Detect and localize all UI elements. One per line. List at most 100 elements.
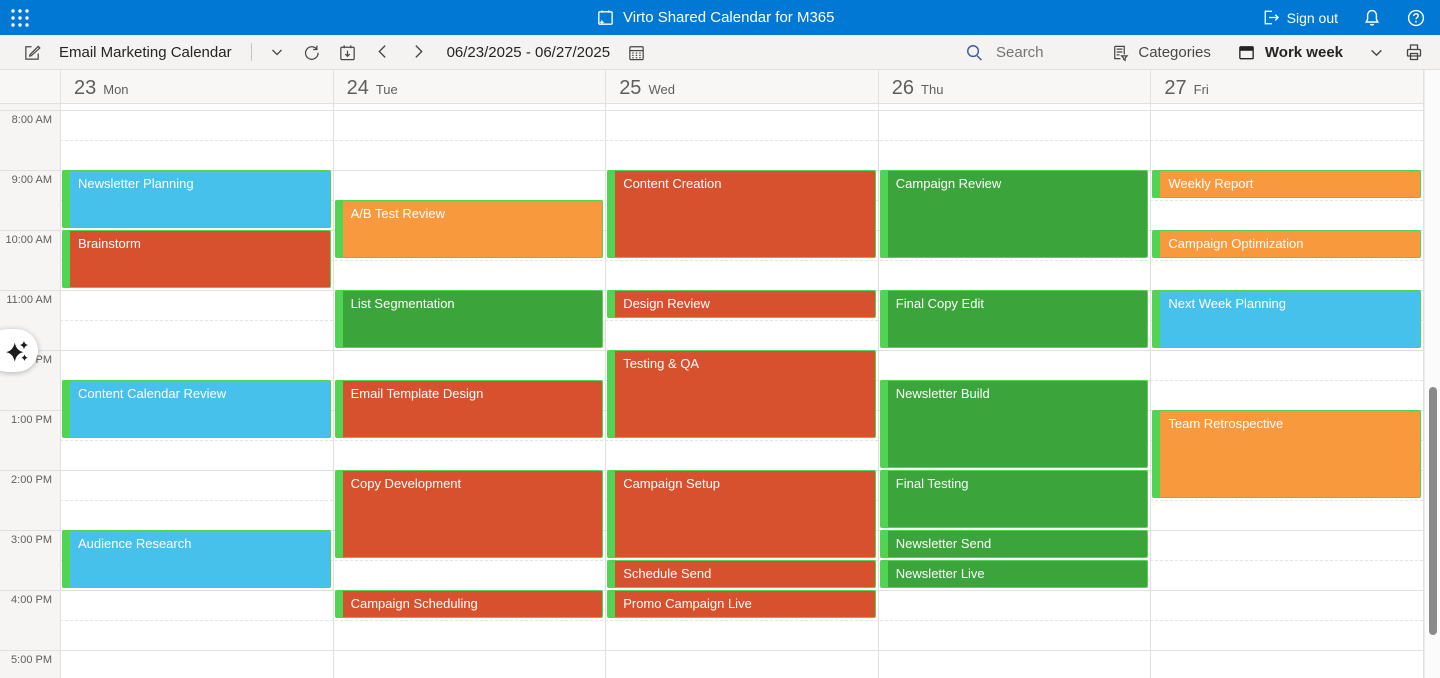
event-block[interactable]: Content Calendar Review xyxy=(62,380,331,438)
event-block[interactable]: Audience Research xyxy=(62,530,331,588)
event-title: Campaign Review xyxy=(895,176,1002,191)
event-block[interactable]: Copy Development xyxy=(334,470,604,558)
day-column[interactable]: A/B Test Review List Segmentation Email Te… xyxy=(333,110,606,678)
event-title: Campaign Optimization xyxy=(1168,236,1304,251)
sparkles-icon xyxy=(6,340,29,362)
column-border xyxy=(60,70,61,678)
day-header[interactable]: 27 Fri xyxy=(1150,70,1423,103)
day-column[interactable]: Content Creation Design Review Testing & Q… xyxy=(605,110,878,678)
event-block[interactable]: Campaign Review xyxy=(879,170,1149,258)
day-column[interactable]: Weekly Report Campaign Optimization Next W… xyxy=(1150,110,1423,678)
event-title: Newsletter Planning xyxy=(78,176,194,191)
app-calendar-icon xyxy=(596,8,615,27)
event-title: Content Calendar Review xyxy=(78,386,227,401)
event-title: Team Retrospective xyxy=(1168,416,1284,431)
day-column[interactable]: Newsletter Planning Brainstorm Content Cal… xyxy=(60,110,333,678)
event-block[interactable]: A/B Test Review xyxy=(334,200,604,258)
search-icon xyxy=(967,44,982,61)
day-header[interactable]: 23 Mon xyxy=(60,70,333,103)
notifications-bell-icon[interactable] xyxy=(1362,8,1382,28)
toolbar-divider xyxy=(250,43,252,61)
event-title: Weekly Report xyxy=(1168,176,1254,191)
ai-assistant-button[interactable] xyxy=(0,329,38,372)
day-number: 25 xyxy=(619,77,642,99)
sign-out-label: Sign out xyxy=(1286,9,1338,26)
event-title: Schedule Send xyxy=(623,566,712,581)
edit-calendar-icon[interactable] xyxy=(23,43,41,61)
event-block[interactable]: Newsletter Live xyxy=(879,560,1149,588)
event-title: Content Creation xyxy=(623,176,722,191)
event-block[interactable]: Final Testing xyxy=(879,470,1149,528)
time-gutter xyxy=(0,70,60,678)
column-border xyxy=(1150,70,1152,678)
event-title: Next Week Planning xyxy=(1168,296,1286,311)
event-block[interactable]: Newsletter Build xyxy=(879,380,1149,468)
event-title: Testing & QA xyxy=(623,356,700,371)
event-block[interactable]: Next Week Planning xyxy=(1152,290,1421,348)
day-name: Mon xyxy=(103,82,129,97)
event-title: Design Review xyxy=(623,296,710,311)
categories-button[interactable]: Categories xyxy=(1110,43,1211,62)
event-block[interactable]: Final Copy Edit xyxy=(879,290,1149,348)
day-header[interactable]: 25 Wed xyxy=(605,70,878,103)
day-header[interactable]: 26 Thu xyxy=(878,70,1151,103)
refresh-icon[interactable] xyxy=(302,43,320,61)
event-block[interactable]: Campaign Optimization xyxy=(1152,230,1421,258)
next-week-chevron-icon[interactable] xyxy=(410,43,428,61)
event-block[interactable]: Schedule Send xyxy=(607,560,876,588)
scrollbar-thumb[interactable] xyxy=(1429,387,1437,635)
date-picker-icon[interactable] xyxy=(627,43,645,61)
app-launcher-icon[interactable] xyxy=(9,7,31,29)
calendar-toolbar: Email Marketing Calendar xyxy=(0,35,1440,70)
day-header[interactable]: 24 Tue xyxy=(333,70,606,103)
event-block[interactable]: Newsletter Send xyxy=(879,530,1149,558)
event-block[interactable]: Testing & QA xyxy=(607,350,876,438)
vertical-scrollbar xyxy=(1424,70,1440,678)
sign-out-button[interactable]: Sign out xyxy=(1261,8,1338,27)
time-label: 4:00 PM xyxy=(11,594,52,606)
event-title: Newsletter Build xyxy=(895,386,990,401)
calendar-select-chevron-icon[interactable] xyxy=(270,45,284,59)
day-header-row xyxy=(0,70,1440,103)
day-name: Thu xyxy=(921,82,944,97)
event-block[interactable]: Promo Campaign Live xyxy=(607,590,876,618)
toolbar-right-group: Categories Work week xyxy=(1110,35,1424,69)
previous-week-chevron-icon[interactable] xyxy=(374,43,392,61)
view-label: Work week xyxy=(1264,43,1343,61)
print-icon[interactable] xyxy=(1404,42,1424,62)
event-title: Final Testing xyxy=(895,476,969,491)
event-title: List Segmentation xyxy=(350,296,455,311)
event-block[interactable]: Campaign Scheduling xyxy=(334,590,604,618)
event-title: Final Copy Edit xyxy=(895,296,984,311)
go-to-today-icon[interactable] xyxy=(338,43,356,61)
event-block[interactable]: Content Creation xyxy=(607,170,876,258)
toolbar-left-group: Email Marketing Calendar xyxy=(14,35,654,69)
event-block[interactable]: Team Retrospective xyxy=(1152,410,1421,498)
column-border xyxy=(332,70,334,678)
event-block[interactable]: Brainstorm xyxy=(62,230,331,288)
search-input[interactable]: Search xyxy=(965,35,1044,69)
event-block[interactable]: Campaign Setup xyxy=(607,470,876,558)
event-title: Copy Development xyxy=(350,476,462,491)
calendar-name[interactable]: Email Marketing Calendar xyxy=(59,43,232,61)
event-block[interactable]: Design Review xyxy=(607,290,876,318)
day-number: 24 xyxy=(346,77,369,99)
date-range-label: 06/23/2025 - 06/27/2025 xyxy=(446,43,611,61)
day-column[interactable]: Campaign Review Final Copy Edit Newsletter… xyxy=(878,110,1151,678)
help-icon[interactable] xyxy=(1406,8,1426,28)
view-selector-button[interactable]: Work week xyxy=(1237,43,1343,62)
app-title: Virto Shared Calendar for M365 xyxy=(622,9,835,26)
time-label: 10:00 AM xyxy=(5,234,52,246)
event-block[interactable]: List Segmentation xyxy=(334,290,604,348)
time-label: 5:00 PM xyxy=(11,654,52,666)
event-block[interactable]: Weekly Report xyxy=(1152,170,1421,198)
column-border xyxy=(605,70,607,678)
event-block[interactable]: Newsletter Planning xyxy=(62,170,331,228)
event-block[interactable]: Email Template Design xyxy=(334,380,604,438)
event-title: Brainstorm xyxy=(78,236,141,251)
view-dropdown-chevron-icon[interactable] xyxy=(1369,45,1384,60)
half-hour-line xyxy=(60,260,1423,261)
day-name: Wed xyxy=(648,82,675,97)
time-label: 2:00 PM xyxy=(11,474,52,486)
